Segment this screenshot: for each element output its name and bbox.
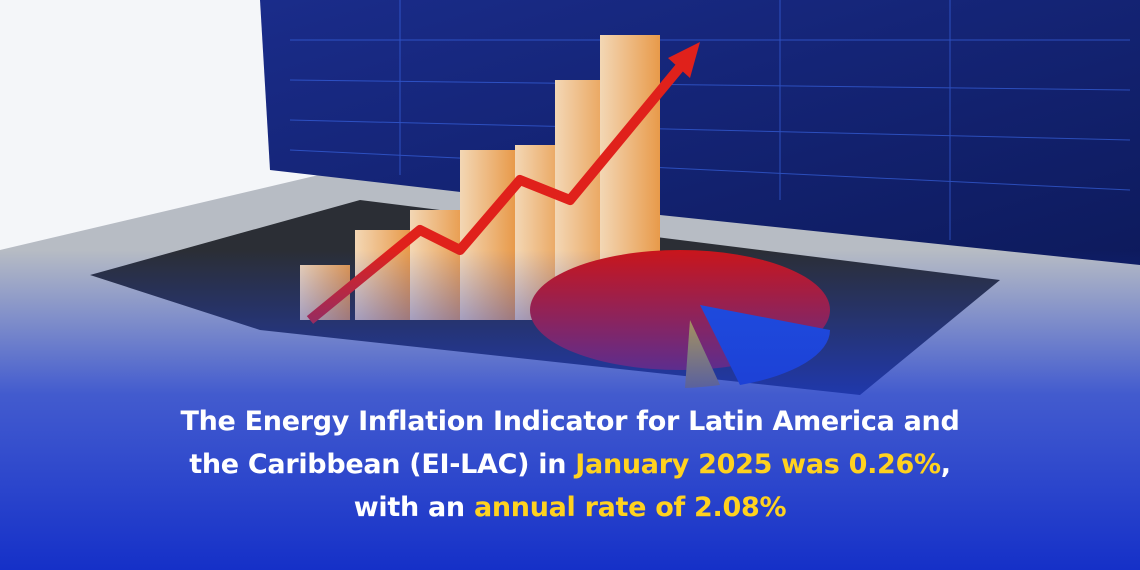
headline-highlight: January 2025 was 0.26% xyxy=(575,449,941,480)
headline-line: The Energy Inflation Indicator for Latin… xyxy=(0,400,1140,443)
headline-text: with an xyxy=(353,492,474,523)
headline-text: , xyxy=(940,449,951,480)
headline-highlight: annual rate of 2.08% xyxy=(473,492,787,523)
arrow-head xyxy=(668,42,700,78)
headline-text: the Caribbean (EI-LAC) in xyxy=(189,449,576,480)
headline-text: The Energy Inflation Indicator for Latin… xyxy=(180,406,960,437)
headline-line: with an annual rate of 2.08% xyxy=(0,486,1140,529)
headline-line: the Caribbean (EI-LAC) in January 2025 w… xyxy=(0,443,1140,486)
trend-arrow xyxy=(306,51,694,324)
screen-grid xyxy=(289,0,1131,240)
headline: The Energy Inflation Indicator for Latin… xyxy=(0,400,1140,529)
blue-overlay xyxy=(0,250,1140,570)
laptop-screen xyxy=(260,0,1140,265)
